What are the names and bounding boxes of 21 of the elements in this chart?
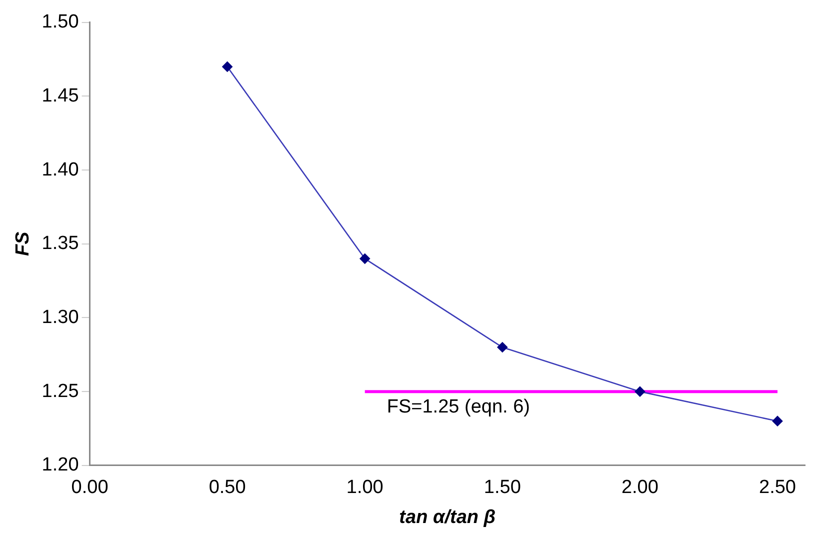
x-tick-label: 0.00 (71, 477, 108, 498)
y-tick-label: 1.25 (42, 380, 79, 402)
x-tick-label: 2.00 (621, 477, 658, 498)
y-tick-label: 1.20 (42, 454, 79, 476)
x-tick-label: 2.50 (759, 477, 796, 498)
point (222, 62, 232, 72)
x-axis-title: tan α/tan β (399, 506, 496, 528)
y-tick-label: 1.30 (42, 306, 79, 328)
x-tick-label: 1.00 (346, 477, 384, 498)
point (497, 342, 508, 352)
annotation: FS=1.25 (eqn. 6) (386, 396, 530, 418)
x-tick-label: 1.50 (484, 477, 521, 498)
point (360, 254, 370, 264)
y-tick-label: 1.45 (42, 85, 79, 106)
point (634, 386, 646, 397)
x-tick-label: 0.50 (208, 477, 246, 498)
y-tick-label: 1.35 (42, 233, 79, 254)
y-tick-label: 1.40 (42, 159, 79, 180)
y-axis-title: FS (12, 231, 34, 256)
y-tick-label: 1.50 (42, 12, 79, 33)
point (772, 416, 783, 426)
